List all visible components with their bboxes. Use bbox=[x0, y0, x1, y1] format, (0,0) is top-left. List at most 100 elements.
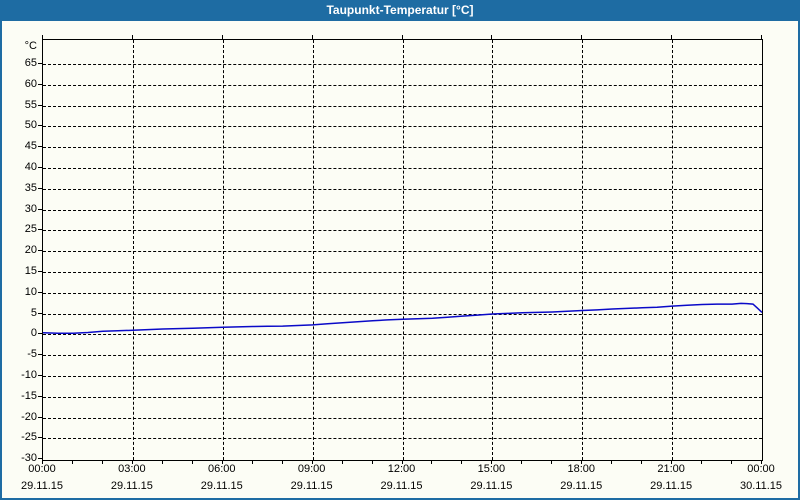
window-title: Taupunkt-Temperatur [°C] bbox=[326, 3, 474, 17]
v-gridline bbox=[492, 40, 494, 460]
x-tick-time-label: 00:00 bbox=[28, 463, 56, 475]
y-tick-label: 25 bbox=[24, 223, 37, 236]
y-tick-mark bbox=[38, 250, 42, 252]
y-tick-mark bbox=[38, 63, 42, 65]
y-tick-mark bbox=[38, 416, 42, 418]
y-tick-label: 65 bbox=[24, 57, 37, 70]
x-minor-tick-mark bbox=[611, 460, 613, 464]
x-tick-date-label: 30.11.15 bbox=[739, 480, 782, 492]
x-major-tick-mark bbox=[761, 35, 762, 39]
x-minor-tick-mark bbox=[131, 460, 133, 464]
y-tick-label: -10 bbox=[21, 369, 37, 381]
y-tick-label: 35 bbox=[24, 181, 37, 194]
x-minor-tick-mark bbox=[281, 460, 283, 464]
v-gridline bbox=[672, 40, 674, 460]
y-tick-label: 40 bbox=[24, 161, 37, 174]
y-tick-label: -20 bbox=[21, 410, 37, 423]
y-tick-label: 20 bbox=[24, 244, 37, 257]
x-minor-tick-mark bbox=[671, 460, 673, 464]
chart-plot-area bbox=[42, 39, 763, 461]
x-minor-tick-mark bbox=[401, 460, 403, 464]
y-tick-mark bbox=[38, 354, 42, 356]
x-tick-time-label: 21:00 bbox=[657, 463, 685, 475]
x-major-tick-mark bbox=[401, 35, 403, 39]
x-major-tick-mark bbox=[671, 35, 673, 39]
x-tick-date-label: 29.11.15 bbox=[290, 480, 333, 492]
chart-canvas bbox=[43, 302, 762, 334]
y-tick-mark bbox=[38, 187, 42, 189]
window-titlebar: Taupunkt-Temperatur [°C] bbox=[0, 0, 800, 21]
v-gridline bbox=[312, 40, 314, 460]
x-tick-time-label: 03:00 bbox=[118, 463, 146, 475]
v-gridline bbox=[402, 40, 404, 460]
x-tick-date-label: 29.11.15 bbox=[470, 480, 513, 492]
x-minor-tick-mark bbox=[521, 460, 523, 464]
y-tick-label: 50 bbox=[24, 119, 37, 132]
x-tick-time-label: 12:00 bbox=[387, 463, 416, 475]
v-gridline bbox=[222, 40, 224, 460]
y-tick-mark bbox=[38, 271, 42, 273]
y-axis-unit-label: °C bbox=[24, 40, 37, 52]
y-tick-mark bbox=[38, 312, 42, 314]
y-tick-label: -5 bbox=[27, 348, 37, 361]
y-tick-mark bbox=[38, 458, 42, 460]
y-tick-mark bbox=[38, 104, 42, 106]
y-tick-label: -30 bbox=[21, 452, 37, 465]
x-tick-time-label: 15:00 bbox=[477, 463, 506, 475]
y-tick-mark bbox=[38, 395, 42, 397]
x-major-tick-mark bbox=[221, 35, 223, 39]
y-tick-label: 45 bbox=[24, 140, 37, 153]
x-minor-tick-mark bbox=[581, 460, 583, 464]
x-minor-tick-mark bbox=[701, 460, 703, 464]
y-tick-label: 5 bbox=[30, 306, 37, 319]
x-tick-date-label: 29.11.15 bbox=[200, 480, 243, 492]
temperature-series-line bbox=[43, 302, 762, 334]
x-minor-tick-mark bbox=[42, 460, 43, 464]
x-minor-tick-mark bbox=[551, 460, 553, 464]
x-tick-time-label: 00:00 bbox=[747, 463, 775, 475]
y-tick-mark bbox=[38, 229, 42, 231]
x-minor-tick-mark bbox=[221, 460, 223, 464]
x-minor-tick-mark bbox=[761, 460, 762, 464]
x-minor-tick-mark bbox=[101, 460, 103, 464]
x-minor-tick-mark bbox=[641, 460, 643, 464]
x-tick-date-label: 29.11.15 bbox=[380, 480, 423, 492]
y-tick-mark bbox=[38, 125, 42, 127]
x-minor-tick-mark bbox=[191, 460, 193, 464]
v-gridline bbox=[582, 40, 584, 460]
y-tick-label: 30 bbox=[24, 202, 37, 215]
x-major-tick-mark bbox=[131, 35, 133, 39]
x-minor-tick-mark bbox=[251, 460, 253, 464]
x-tick-date-label: 29.11.15 bbox=[650, 480, 693, 492]
x-minor-tick-mark bbox=[341, 460, 343, 464]
y-tick-mark bbox=[38, 167, 42, 169]
y-tick-mark bbox=[38, 375, 42, 376]
y-tick-label: -25 bbox=[21, 431, 37, 444]
x-major-tick-mark bbox=[491, 35, 493, 39]
x-tick-date-label: 29.11.15 bbox=[20, 480, 63, 492]
x-minor-tick-mark bbox=[431, 460, 433, 464]
x-tick-time-label: 06:00 bbox=[207, 463, 236, 475]
x-minor-tick-mark bbox=[71, 460, 73, 464]
y-tick-label: 15 bbox=[24, 265, 37, 278]
y-tick-mark bbox=[38, 437, 42, 439]
y-tick-mark bbox=[38, 83, 42, 85]
y-tick-label: 0 bbox=[30, 327, 37, 340]
x-tick-date-label: 29.11.15 bbox=[560, 480, 603, 492]
x-tick-date-label: 29.11.15 bbox=[110, 480, 153, 492]
x-tick-time-label: 09:00 bbox=[297, 463, 326, 475]
y-tick-label: 55 bbox=[24, 98, 37, 111]
x-tick-time-label: 18:00 bbox=[567, 463, 596, 475]
x-minor-tick-mark bbox=[461, 460, 463, 464]
y-tick-mark bbox=[38, 146, 42, 148]
x-major-tick-mark bbox=[581, 35, 583, 39]
y-tick-mark bbox=[38, 208, 42, 210]
y-tick-label: 10 bbox=[24, 285, 37, 298]
x-major-tick-mark bbox=[311, 35, 313, 39]
x-major-tick-mark bbox=[42, 35, 43, 39]
x-minor-tick-mark bbox=[491, 460, 493, 464]
y-tick-label: 60 bbox=[24, 77, 37, 90]
x-minor-tick-mark bbox=[371, 460, 373, 464]
y-tick-mark bbox=[38, 291, 42, 293]
y-tick-mark bbox=[38, 333, 42, 335]
